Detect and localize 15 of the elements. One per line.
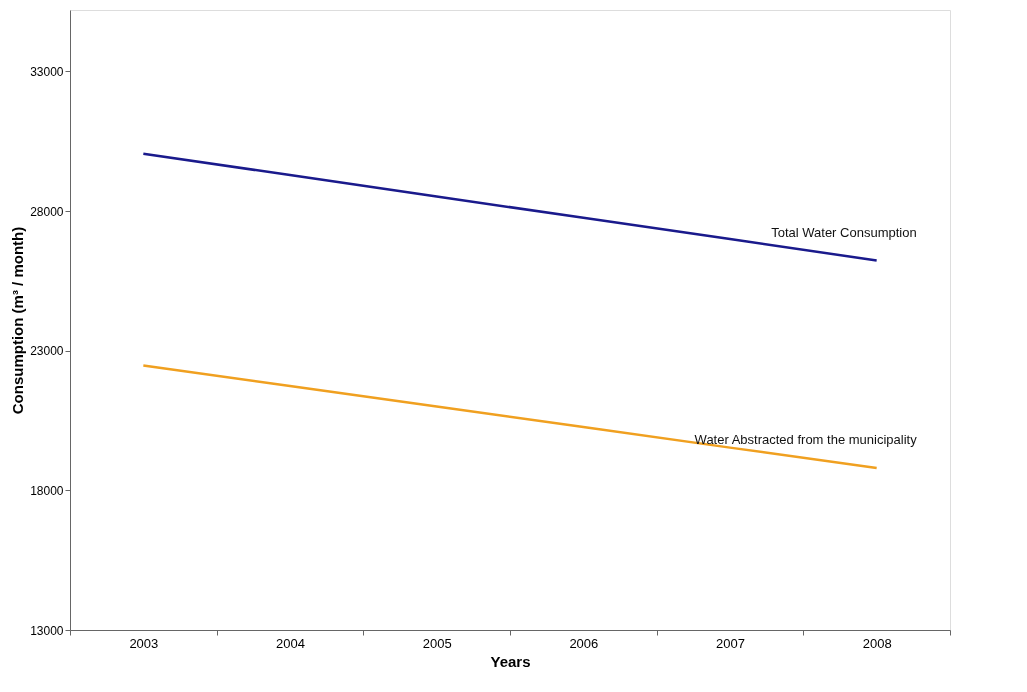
x-tick-label: 2005 bbox=[422, 635, 452, 651]
y-tick-label: 18000 bbox=[30, 483, 64, 498]
x-axis-title: Years bbox=[490, 652, 531, 670]
x-tick-label: 2008 bbox=[862, 635, 892, 651]
x-tick-label: 2003 bbox=[129, 635, 159, 651]
y-tick-label: 28000 bbox=[30, 204, 64, 219]
y-tick-label: 13000 bbox=[30, 623, 64, 638]
series-label: Water Abstracted from the municipality bbox=[694, 432, 918, 448]
y-tick-label: 23000 bbox=[30, 344, 64, 359]
x-tick-label: 2004 bbox=[276, 635, 305, 651]
y-axis-title: Consumption (m³ / month) bbox=[9, 226, 27, 415]
series-label: Total Water Consumption bbox=[771, 224, 917, 240]
y-tick-label: 33000 bbox=[30, 64, 64, 79]
x-tick-label: 2006 bbox=[569, 635, 599, 651]
x-tick-label: 2007 bbox=[716, 635, 745, 651]
